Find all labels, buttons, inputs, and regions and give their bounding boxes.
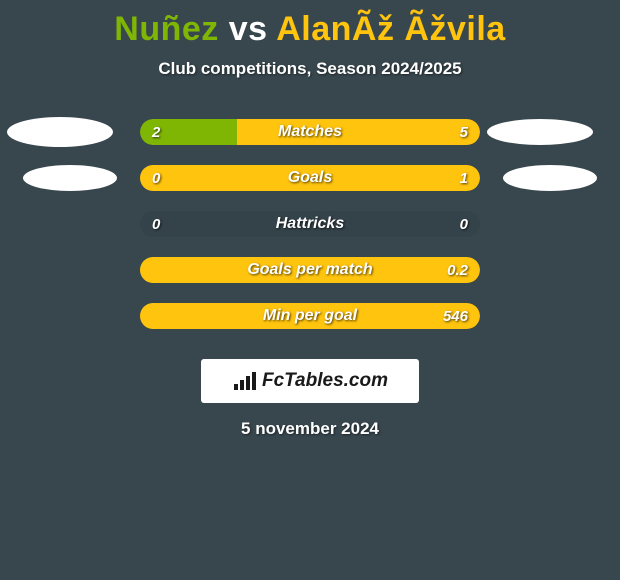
stat-bar: 0 0Hattricks: [140, 211, 480, 237]
stat-row: 0.2Goals per match: [0, 247, 620, 293]
player1-name: Nuñez: [114, 10, 219, 48]
logo-text: FcTables.com: [262, 370, 388, 392]
stats-container: 25Matches 01Goals 0 0Hattricks 0.2Goals per …: [0, 109, 620, 339]
bar-left: [140, 119, 237, 145]
side-ellipse: [23, 165, 117, 191]
stat-value-left: 0: [152, 211, 160, 237]
stat-label: Hattricks: [140, 211, 480, 237]
stat-bar: 0.2Goals per match: [140, 257, 480, 283]
bar-right: [140, 257, 480, 283]
side-ellipse: [503, 165, 597, 191]
stat-row: 546Min per goal: [0, 293, 620, 339]
stat-row: 0 0Hattricks: [0, 201, 620, 247]
vs-text: vs: [229, 10, 268, 48]
stat-value-right: 0: [460, 211, 468, 237]
side-ellipse: [487, 119, 593, 145]
date-text: 5 november 2024: [0, 419, 620, 439]
subtitle: Club competitions, Season 2024/2025: [0, 59, 620, 79]
logo-box[interactable]: FcTables.com: [201, 359, 419, 403]
stat-bar: 25Matches: [140, 119, 480, 145]
stat-bar: 546Min per goal: [140, 303, 480, 329]
comparison-title: Nuñez vs AlanÃž Ãžvila: [0, 0, 620, 49]
bar-right: [140, 303, 480, 329]
player2-name: AlanÃž Ãžvila: [276, 10, 505, 48]
stat-bar: 01Goals: [140, 165, 480, 191]
side-ellipse: [7, 117, 113, 147]
bars-icon: [232, 370, 258, 392]
bar-right: [237, 119, 480, 145]
bar-right: [140, 165, 480, 191]
